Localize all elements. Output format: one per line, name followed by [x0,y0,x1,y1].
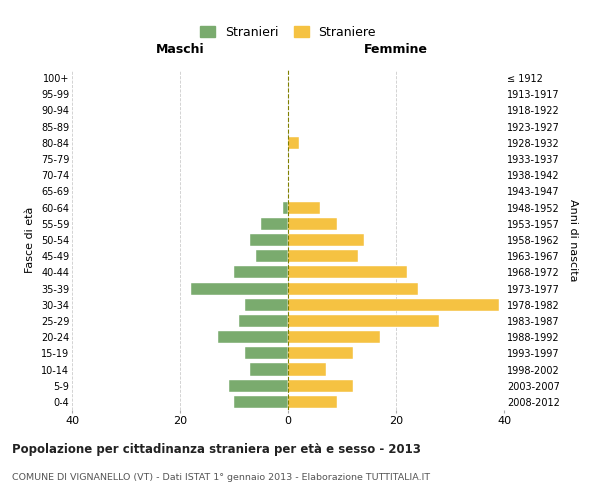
Bar [288,380,353,392]
Y-axis label: Anni di nascita: Anni di nascita [568,198,578,281]
Bar [288,282,418,294]
Bar [250,364,288,376]
Legend: Stranieri, Straniere: Stranieri, Straniere [196,22,380,42]
Bar [288,364,326,376]
Bar [288,250,358,262]
Bar [288,315,439,327]
Bar [250,234,288,246]
Bar [283,202,288,213]
Bar [288,266,407,278]
Bar [288,331,380,343]
Bar [288,298,499,311]
Y-axis label: Fasce di età: Fasce di età [25,207,35,273]
Bar [245,348,288,360]
Text: COMUNE DI VIGNANELLO (VT) - Dati ISTAT 1° gennaio 2013 - Elaborazione TUTTITALIA: COMUNE DI VIGNANELLO (VT) - Dati ISTAT 1… [12,472,430,482]
Bar [234,266,288,278]
Bar [288,348,353,360]
Bar [191,282,288,294]
Bar [261,218,288,230]
Bar [288,396,337,408]
Bar [288,218,337,230]
Bar [288,137,299,149]
Bar [256,250,288,262]
Bar [288,234,364,246]
Bar [229,380,288,392]
Bar [245,298,288,311]
Bar [288,202,320,213]
Bar [234,396,288,408]
Text: Maschi: Maschi [155,44,205,57]
Bar [218,331,288,343]
Text: Popolazione per cittadinanza straniera per età e sesso - 2013: Popolazione per cittadinanza straniera p… [12,442,421,456]
Bar [239,315,288,327]
Text: Femmine: Femmine [364,44,428,57]
